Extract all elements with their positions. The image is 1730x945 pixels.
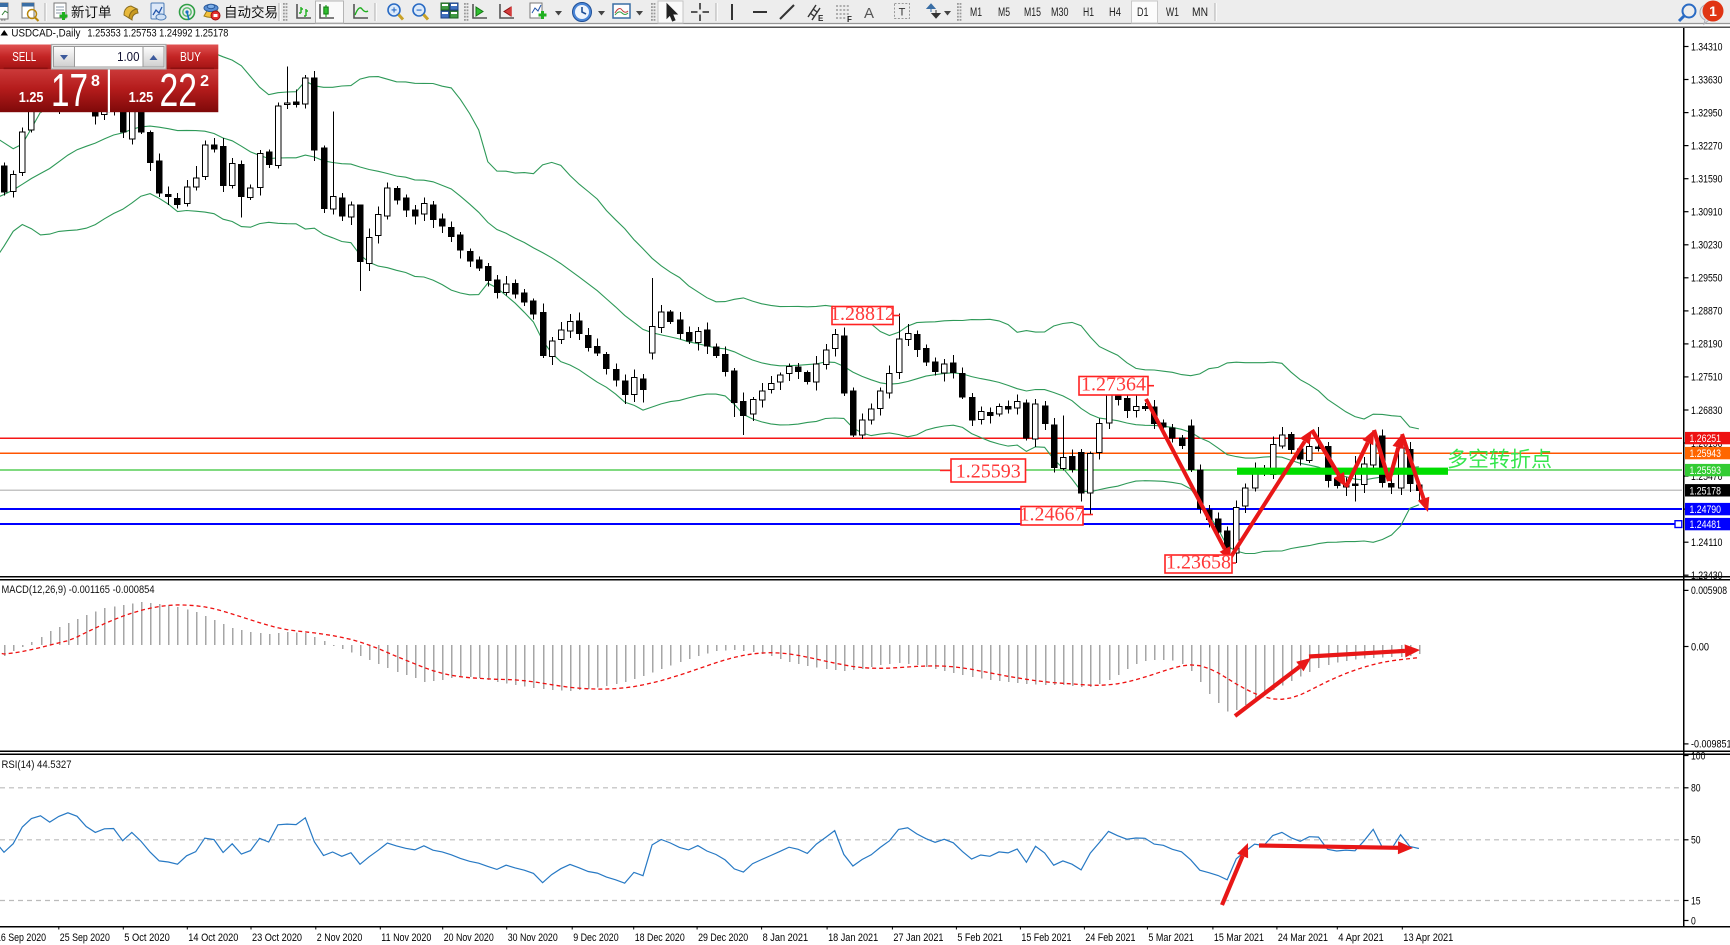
svg-text:1.27364: 1.27364 [1081, 374, 1146, 396]
svg-text:M5: M5 [998, 7, 1010, 19]
svg-text:1.24110: 1.24110 [1691, 537, 1723, 549]
svg-text:5 Feb 2021: 5 Feb 2021 [957, 932, 1003, 944]
svg-text:5 Mar 2021: 5 Mar 2021 [1148, 932, 1194, 944]
svg-text:1.29550: 1.29550 [1691, 273, 1723, 285]
svg-text:22: 22 [160, 64, 198, 116]
svg-text:1.26251: 1.26251 [1690, 433, 1722, 445]
svg-text:1.28190: 1.28190 [1691, 339, 1723, 351]
svg-text:T: T [899, 7, 906, 19]
svg-text:自动交易: 自动交易 [224, 4, 278, 20]
svg-text:13 Apr 2021: 13 Apr 2021 [1403, 932, 1453, 944]
svg-text:1.28870: 1.28870 [1691, 306, 1723, 318]
svg-text:1.25593: 1.25593 [1690, 465, 1722, 477]
svg-text:-0.009851: -0.009851 [1691, 739, 1730, 751]
svg-text:0: 0 [1691, 915, 1696, 927]
svg-text:M15: M15 [1024, 7, 1041, 19]
svg-text:1.30910: 1.30910 [1691, 207, 1723, 219]
svg-text:15 Feb 2021: 15 Feb 2021 [1021, 932, 1071, 944]
svg-text:16 Sep 2020: 16 Sep 2020 [0, 932, 46, 944]
svg-text:1.32950: 1.32950 [1691, 107, 1723, 119]
svg-text:多空转折点: 多空转折点 [1447, 449, 1552, 472]
svg-text:新订单: 新订单 [71, 5, 112, 20]
svg-text:1.33630: 1.33630 [1691, 74, 1723, 86]
svg-text:25 Sep 2020: 25 Sep 2020 [60, 932, 110, 944]
svg-text:1.26830: 1.26830 [1691, 405, 1723, 417]
svg-text:5 Oct 2020: 5 Oct 2020 [124, 932, 170, 944]
svg-text:1.25593: 1.25593 [956, 461, 1021, 483]
svg-text:20 Nov 2020: 20 Nov 2020 [444, 932, 494, 944]
svg-text:0.00: 0.00 [1691, 641, 1709, 653]
svg-text:8 Jan 2021: 8 Jan 2021 [763, 932, 809, 944]
svg-text:1.23430: 1.23430 [1691, 570, 1723, 582]
svg-text:RSI(14) 44.5327: RSI(14) 44.5327 [2, 759, 72, 771]
svg-text:23 Oct 2020: 23 Oct 2020 [252, 932, 302, 944]
svg-text:24 Feb 2021: 24 Feb 2021 [1085, 932, 1135, 944]
svg-text:24 Mar 2021: 24 Mar 2021 [1278, 932, 1328, 944]
svg-text:1.00: 1.00 [117, 50, 139, 64]
svg-text:9 Dec 2020: 9 Dec 2020 [573, 932, 619, 944]
svg-text:+: + [391, 6, 397, 17]
svg-text:4 Apr 2021: 4 Apr 2021 [1338, 932, 1384, 944]
svg-text:15 Mar 2021: 15 Mar 2021 [1214, 932, 1264, 944]
svg-text:MACD(12,26,9) -0.001165 -0.000: MACD(12,26,9) -0.001165 -0.000854 [2, 584, 155, 596]
svg-text:D1: D1 [1137, 7, 1149, 19]
svg-text:F: F [847, 15, 852, 24]
svg-text:E: E [818, 14, 824, 23]
svg-text:100: 100 [1691, 750, 1705, 762]
svg-text:−: − [416, 6, 422, 17]
svg-text:1.30230: 1.30230 [1691, 240, 1723, 252]
svg-text:2 Nov 2020: 2 Nov 2020 [317, 932, 363, 944]
svg-text:1.28812: 1.28812 [830, 303, 895, 325]
svg-text:1: 1 [1709, 3, 1717, 19]
svg-text:1.25353 1.25753 1.24992 1.2517: 1.25353 1.25753 1.24992 1.25178 [87, 28, 228, 40]
svg-text:1.24481: 1.24481 [1690, 519, 1722, 531]
svg-text:30 Nov 2020: 30 Nov 2020 [508, 932, 558, 944]
svg-text:W1: W1 [1166, 7, 1179, 19]
svg-text:17: 17 [51, 64, 88, 116]
svg-text:BUY: BUY [180, 49, 201, 64]
svg-text:H1: H1 [1083, 7, 1094, 19]
svg-text:1.24790: 1.24790 [1690, 504, 1722, 516]
svg-text:1.25: 1.25 [129, 89, 154, 106]
svg-text:1.24667: 1.24667 [1020, 504, 1085, 526]
svg-text:1.25: 1.25 [19, 89, 44, 106]
svg-text:27 Jan 2021: 27 Jan 2021 [893, 932, 943, 944]
svg-text:1.23658: 1.23658 [1166, 552, 1231, 574]
svg-text:50: 50 [1691, 835, 1701, 847]
svg-text:H4: H4 [1109, 7, 1121, 19]
svg-text:SELL: SELL [12, 49, 36, 64]
svg-text:11 Nov 2020: 11 Nov 2020 [381, 932, 431, 944]
svg-text:1.31590: 1.31590 [1691, 174, 1723, 186]
svg-text:29 Dec 2020: 29 Dec 2020 [698, 932, 748, 944]
svg-text:80: 80 [1691, 783, 1701, 795]
svg-text:1.25943: 1.25943 [1690, 448, 1722, 460]
svg-text:18 Jan 2021: 18 Jan 2021 [828, 932, 878, 944]
svg-text:0.005908: 0.005908 [1691, 585, 1727, 597]
svg-text:15: 15 [1691, 895, 1701, 907]
svg-text:A: A [864, 5, 874, 22]
svg-text:18 Dec 2020: 18 Dec 2020 [635, 932, 685, 944]
svg-text:2: 2 [200, 73, 209, 90]
svg-text:1.34310: 1.34310 [1691, 41, 1723, 53]
svg-text:14 Oct 2020: 14 Oct 2020 [188, 932, 238, 944]
svg-text:1.32270: 1.32270 [1691, 140, 1723, 152]
svg-text:M30: M30 [1051, 7, 1069, 19]
svg-text:1.25178: 1.25178 [1690, 485, 1722, 497]
svg-text:M1: M1 [970, 7, 982, 19]
svg-text:USDCAD-,Daily: USDCAD-,Daily [11, 28, 80, 40]
svg-text:MN: MN [1192, 7, 1208, 19]
svg-text:8: 8 [91, 73, 100, 90]
svg-text:1.27510: 1.27510 [1691, 372, 1723, 384]
